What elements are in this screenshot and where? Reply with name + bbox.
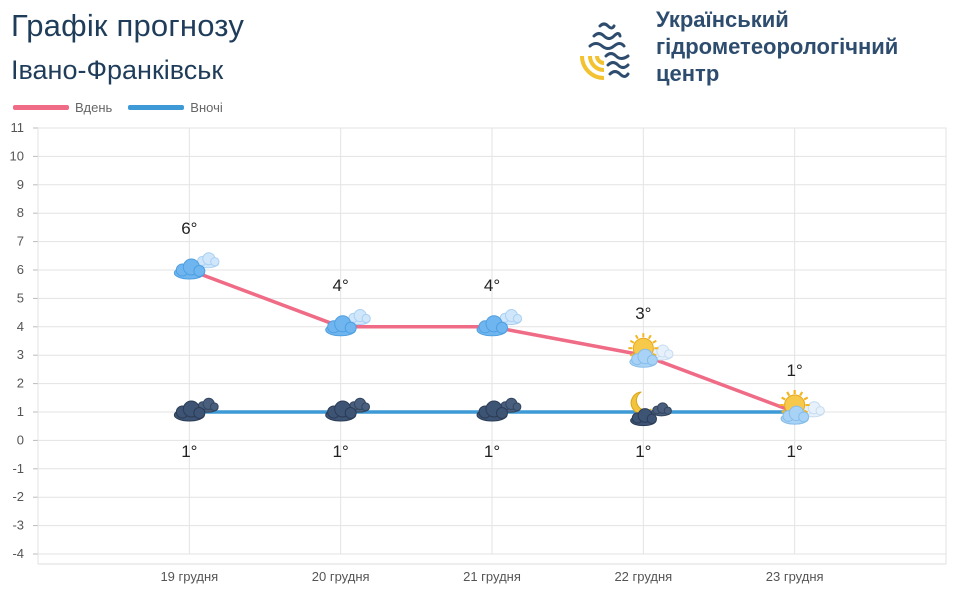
y-tick-label: -2 <box>12 489 24 504</box>
y-tick-label: 11 <box>11 120 25 135</box>
org-name-line: гідрометеорологічний <box>656 34 899 59</box>
y-tick-label: -4 <box>12 546 24 561</box>
chart-legend: Вдень Вночі <box>13 100 239 115</box>
moon-cloud-icon <box>630 391 672 427</box>
cloudy-icon <box>325 309 371 337</box>
cloudy-icon <box>476 309 523 337</box>
x-tick-label: 23 грудня <box>766 569 824 584</box>
cloudy-icon <box>173 252 220 280</box>
y-tick-label: -3 <box>12 518 24 533</box>
org-name-line: центр <box>656 61 720 86</box>
y-tick-label: 10 <box>10 148 24 163</box>
y-tick-label: -1 <box>12 461 24 476</box>
x-tick-label: 21 грудня <box>463 569 521 584</box>
y-tick-label: 4 <box>17 319 24 334</box>
city-name: Івано-Франківськ <box>11 55 224 85</box>
page-title: Графік прогнозу <box>11 8 245 43</box>
org-logo-icon <box>580 22 630 80</box>
legend-label-night: Вночі <box>190 100 223 115</box>
x-tick-label: 20 грудня <box>312 569 370 584</box>
night-temp-label: 1° <box>484 442 500 461</box>
dark-cloud-icon <box>173 397 219 422</box>
dark-cloud-icon <box>325 397 371 422</box>
x-tick-label: 22 грудня <box>614 569 672 584</box>
dark-cloud-icon <box>476 397 522 422</box>
night-temp-label: 1° <box>181 442 197 461</box>
y-tick-label: 0 <box>17 432 24 447</box>
x-tick-label: 19 грудня <box>160 569 218 584</box>
day-temp-label: 1° <box>787 361 803 380</box>
night-temp-label: 1° <box>635 442 651 461</box>
org-name: Український гідрометеорологічний центр <box>656 6 898 87</box>
y-tick-label: 3 <box>17 347 24 362</box>
legend-label-day: Вдень <box>75 100 113 115</box>
y-tick-label: 7 <box>17 234 24 249</box>
y-tick-label: 9 <box>17 177 24 192</box>
y-tick-label: 8 <box>17 205 24 220</box>
y-tick-label: 6 <box>17 262 24 277</box>
night-temp-label: 1° <box>787 442 803 461</box>
day-temp-label: 4° <box>484 276 500 295</box>
partly-sunny-icon <box>779 390 825 425</box>
legend-swatch-day <box>13 105 69 110</box>
night-temp-label: 1° <box>333 442 349 461</box>
y-tick-label: 2 <box>17 376 24 391</box>
legend-item-night[interactable]: Вночі <box>128 100 223 115</box>
partly-sunny-icon <box>628 333 674 368</box>
day-temp-label: 6° <box>181 219 197 238</box>
org-name-line: Український <box>656 7 789 32</box>
legend-item-day[interactable]: Вдень <box>13 100 112 115</box>
day-temp-label: 3° <box>635 304 651 323</box>
y-tick-label: 1 <box>17 404 24 419</box>
day-temp-label: 4° <box>333 276 349 295</box>
legend-swatch-night <box>128 105 185 110</box>
y-tick-label: 5 <box>17 290 24 305</box>
